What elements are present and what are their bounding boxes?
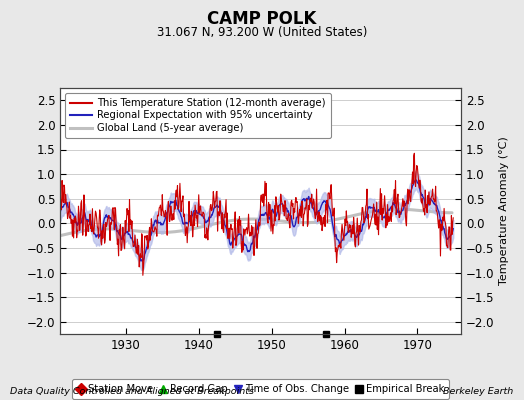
Text: CAMP POLK: CAMP POLK bbox=[208, 10, 316, 28]
Y-axis label: Temperature Anomaly (°C): Temperature Anomaly (°C) bbox=[499, 137, 509, 285]
Text: Data Quality Controlled and Aligned at Breakpoints: Data Quality Controlled and Aligned at B… bbox=[10, 387, 255, 396]
Text: Berkeley Earth: Berkeley Earth bbox=[443, 387, 514, 396]
Legend: Station Move, Record Gap, Time of Obs. Change, Empirical Break: Station Move, Record Gap, Time of Obs. C… bbox=[72, 379, 449, 399]
Text: 31.067 N, 93.200 W (United States): 31.067 N, 93.200 W (United States) bbox=[157, 26, 367, 39]
